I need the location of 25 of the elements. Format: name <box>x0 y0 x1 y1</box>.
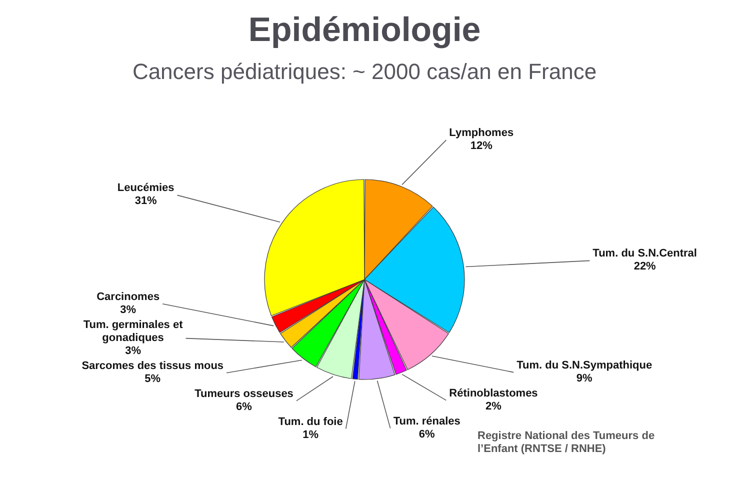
slice-label: Tum. du S.N.Sympathique <box>516 359 652 372</box>
data-label: 5% <box>144 372 161 385</box>
data-label: 1% <box>302 428 319 441</box>
chart-title: Epidémiologie <box>248 11 481 49</box>
slice-label: Leucémies <box>117 182 174 194</box>
slice-label: Tum. rénales <box>393 415 460 428</box>
slice-label: Carcinomes <box>96 290 160 303</box>
slice-label: Tum. germinales et gonadiques <box>83 318 184 344</box>
slice-label: Tum. du S.N.Central <box>592 248 697 260</box>
text: Registre National des Tumeurs de l’Enfant (RNTSE / RNHE) <box>478 430 655 455</box>
data-label: 3% <box>120 304 136 316</box>
data-label: 6% <box>236 400 252 413</box>
slice-label: Tumeurs osseuses <box>194 388 294 400</box>
data-label: 6% <box>418 428 436 440</box>
data-label: 31% <box>134 195 158 208</box>
data-label: 9% <box>576 372 592 384</box>
slice-label: Sarcomes des tissus mous <box>82 360 224 372</box>
data-label: 12% <box>470 140 493 152</box>
slice-label: Tum. du foie <box>278 416 343 428</box>
slice-label: Rétinoblastomes <box>449 387 538 400</box>
data-label: 2% <box>486 400 502 412</box>
chart-subtitle: Cancers pédiatriques: ~ 2000 cas/an en France <box>132 59 597 84</box>
data-label: 3% <box>125 344 142 357</box>
data-label: 22% <box>634 260 656 273</box>
slice-label: Lymphomes <box>449 127 514 140</box>
